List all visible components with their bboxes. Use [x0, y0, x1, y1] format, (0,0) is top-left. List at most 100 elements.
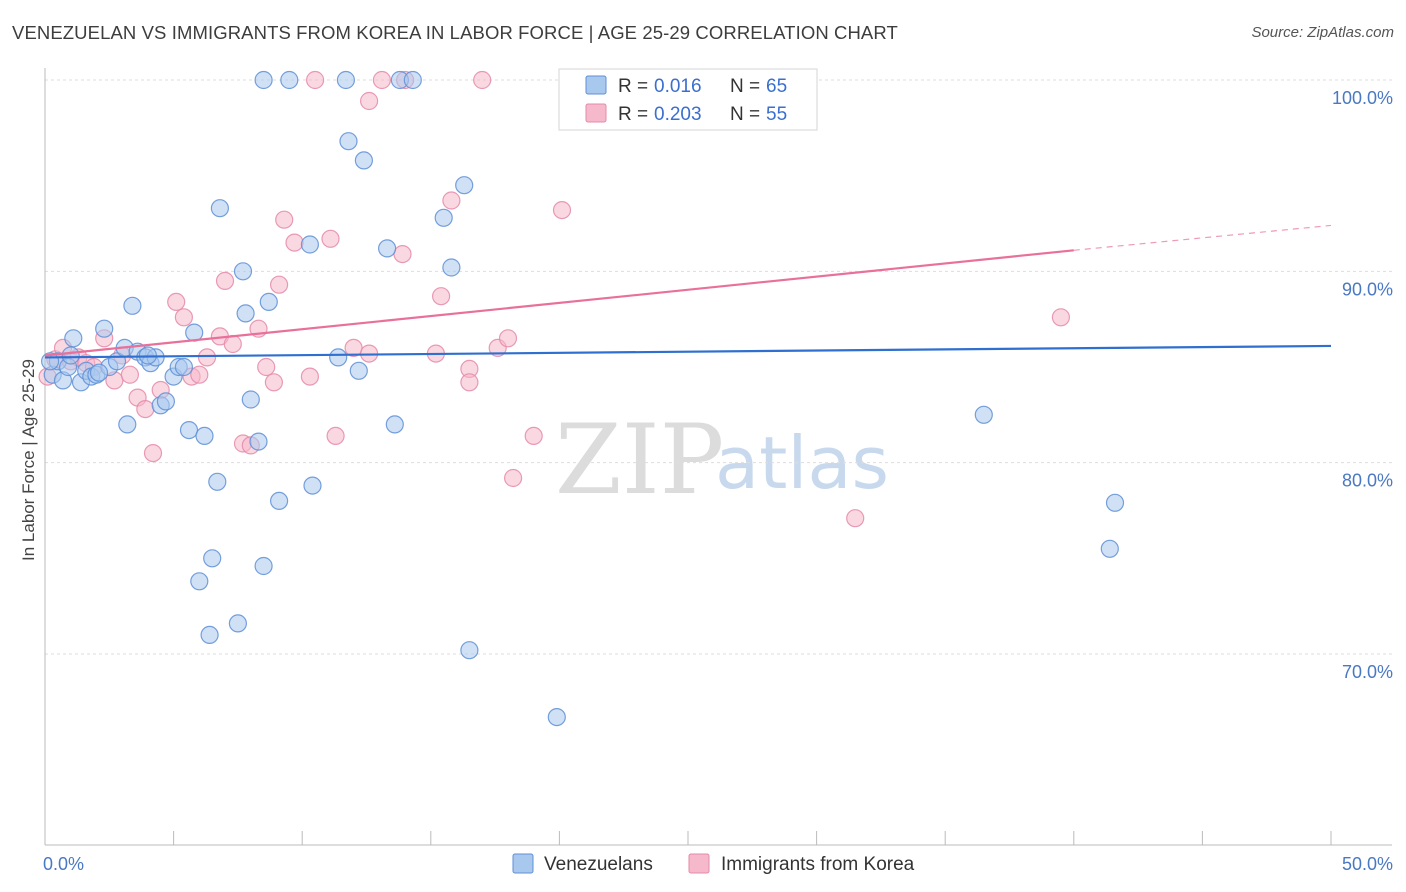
korea-point — [498, 329, 518, 348]
legend-swatch-venezuelans — [585, 75, 607, 95]
korea-point — [300, 367, 319, 386]
venezuelan-point — [403, 70, 422, 90]
venezuelan-point — [329, 348, 348, 367]
trend-lines — [44, 224, 1332, 359]
korea-point — [270, 275, 289, 294]
axes: 100.0% 90.0% 80.0% 70.0% 0.0% 50.0% — [43, 68, 1393, 874]
korea-trend-line — [44, 249, 1074, 357]
venezuelan-point — [123, 296, 142, 315]
korea-point — [306, 70, 325, 90]
venezuelan-point — [974, 405, 993, 424]
korea-point — [321, 229, 340, 248]
grid-lines — [45, 79, 1392, 655]
legend-n-value-2: 55 — [766, 104, 787, 125]
chart-title: VENEZUELAN VS IMMIGRANTS FROM KOREA IN L… — [12, 22, 898, 43]
korea-point — [442, 191, 461, 210]
venezuelan-point — [118, 415, 137, 434]
venezuelan-point — [233, 262, 253, 281]
korea-point — [360, 91, 379, 111]
venezuelan-point — [195, 426, 214, 445]
korea-point — [215, 271, 235, 290]
korea-point — [120, 365, 139, 384]
venezuelan-point — [378, 239, 397, 258]
legend-r-label-1: R = — [618, 76, 648, 97]
venezuelan-point — [270, 491, 289, 510]
venezuelan-point — [210, 199, 229, 218]
bottom-legend-swatch-venezuelans — [512, 853, 534, 874]
venezuelan-point — [228, 614, 247, 633]
legend-r-value-1: 0.016 — [654, 76, 702, 97]
venezuelan-point — [254, 70, 273, 90]
korea-point — [264, 373, 283, 392]
legend-n-label-1: N = — [730, 76, 760, 97]
legend-n-label-2: N = — [730, 104, 760, 125]
korea-point — [197, 348, 217, 367]
korea-point — [167, 292, 186, 311]
legend-r-value-2: 0.203 — [654, 104, 702, 125]
y-tick-label: 70.0% — [1342, 662, 1393, 682]
venezuelan-point — [280, 70, 299, 90]
korea-point — [524, 426, 543, 445]
venezuelan-point — [339, 132, 358, 151]
bottom-legend-swatch-korea — [688, 853, 710, 874]
series-venezuelans-points — [40, 70, 1125, 727]
korea-point — [326, 426, 345, 445]
venezuelan-point — [455, 176, 474, 195]
venezuelan-point — [208, 472, 227, 491]
venezuelan-point — [354, 151, 373, 170]
series-legend: Venezuelans Immigrants from Korea — [512, 853, 915, 875]
venezuelan-point — [303, 476, 322, 495]
x-tick-label-min: 0.0% — [43, 854, 84, 874]
venezuelan-point — [156, 392, 175, 411]
korea-point — [174, 308, 193, 327]
venezuelan-point — [254, 556, 273, 576]
legend-swatch-korea — [585, 103, 607, 123]
bottom-legend-venezuelans: Venezuelans — [544, 854, 653, 875]
korea-point — [432, 287, 451, 306]
korea-point — [552, 201, 572, 220]
y-tick-label: 90.0% — [1342, 279, 1393, 299]
y-axis-label: In Labor Force | Age 25-29 — [19, 359, 38, 561]
korea-point — [473, 70, 492, 90]
korea-point — [503, 468, 523, 488]
korea-point — [190, 365, 209, 384]
venezuelan-point — [547, 707, 566, 727]
venezuelan-point — [349, 361, 368, 380]
korea-point — [285, 233, 304, 252]
y-tick-label: 100.0% — [1332, 88, 1393, 108]
x-tick-label-max: 50.0% — [1342, 854, 1393, 874]
korea-trend-extension — [1073, 224, 1332, 251]
korea-point — [143, 444, 163, 463]
korea-point — [460, 373, 479, 392]
legend-r-label-2: R = — [618, 104, 648, 125]
venezuelan-point — [236, 304, 255, 323]
venezuelan-point — [460, 641, 479, 660]
venezuelan-point — [95, 319, 114, 338]
watermark-zip: ZIP — [555, 404, 724, 516]
venezuelan-point — [336, 70, 355, 90]
venezuelan-point — [1100, 539, 1119, 558]
venezuelan-point — [64, 329, 83, 348]
venezuelan-point — [179, 421, 199, 440]
venezuelan-point — [61, 346, 80, 365]
korea-point — [136, 400, 155, 419]
venezuelan-point — [300, 235, 319, 254]
legend-n-value-1: 65 — [766, 76, 787, 97]
venezuelan-point — [259, 292, 278, 311]
korea-point — [257, 357, 276, 377]
venezuelans-trend-line — [44, 344, 1332, 359]
venezuelan-point — [203, 549, 222, 568]
venezuelan-point — [89, 363, 109, 382]
stats-legend: R = 0.016 N = 65 R = 0.203 N = 55 — [558, 68, 818, 131]
korea-point — [372, 70, 391, 90]
korea-point — [275, 210, 294, 229]
venezuelan-point — [442, 258, 461, 277]
korea-point — [846, 509, 865, 528]
venezuelan-point — [174, 357, 193, 377]
venezuelan-point — [1105, 493, 1125, 512]
y-tick-label: 80.0% — [1342, 471, 1393, 491]
venezuelan-point — [385, 415, 404, 434]
korea-point — [223, 334, 242, 354]
venezuelan-point — [249, 432, 268, 451]
